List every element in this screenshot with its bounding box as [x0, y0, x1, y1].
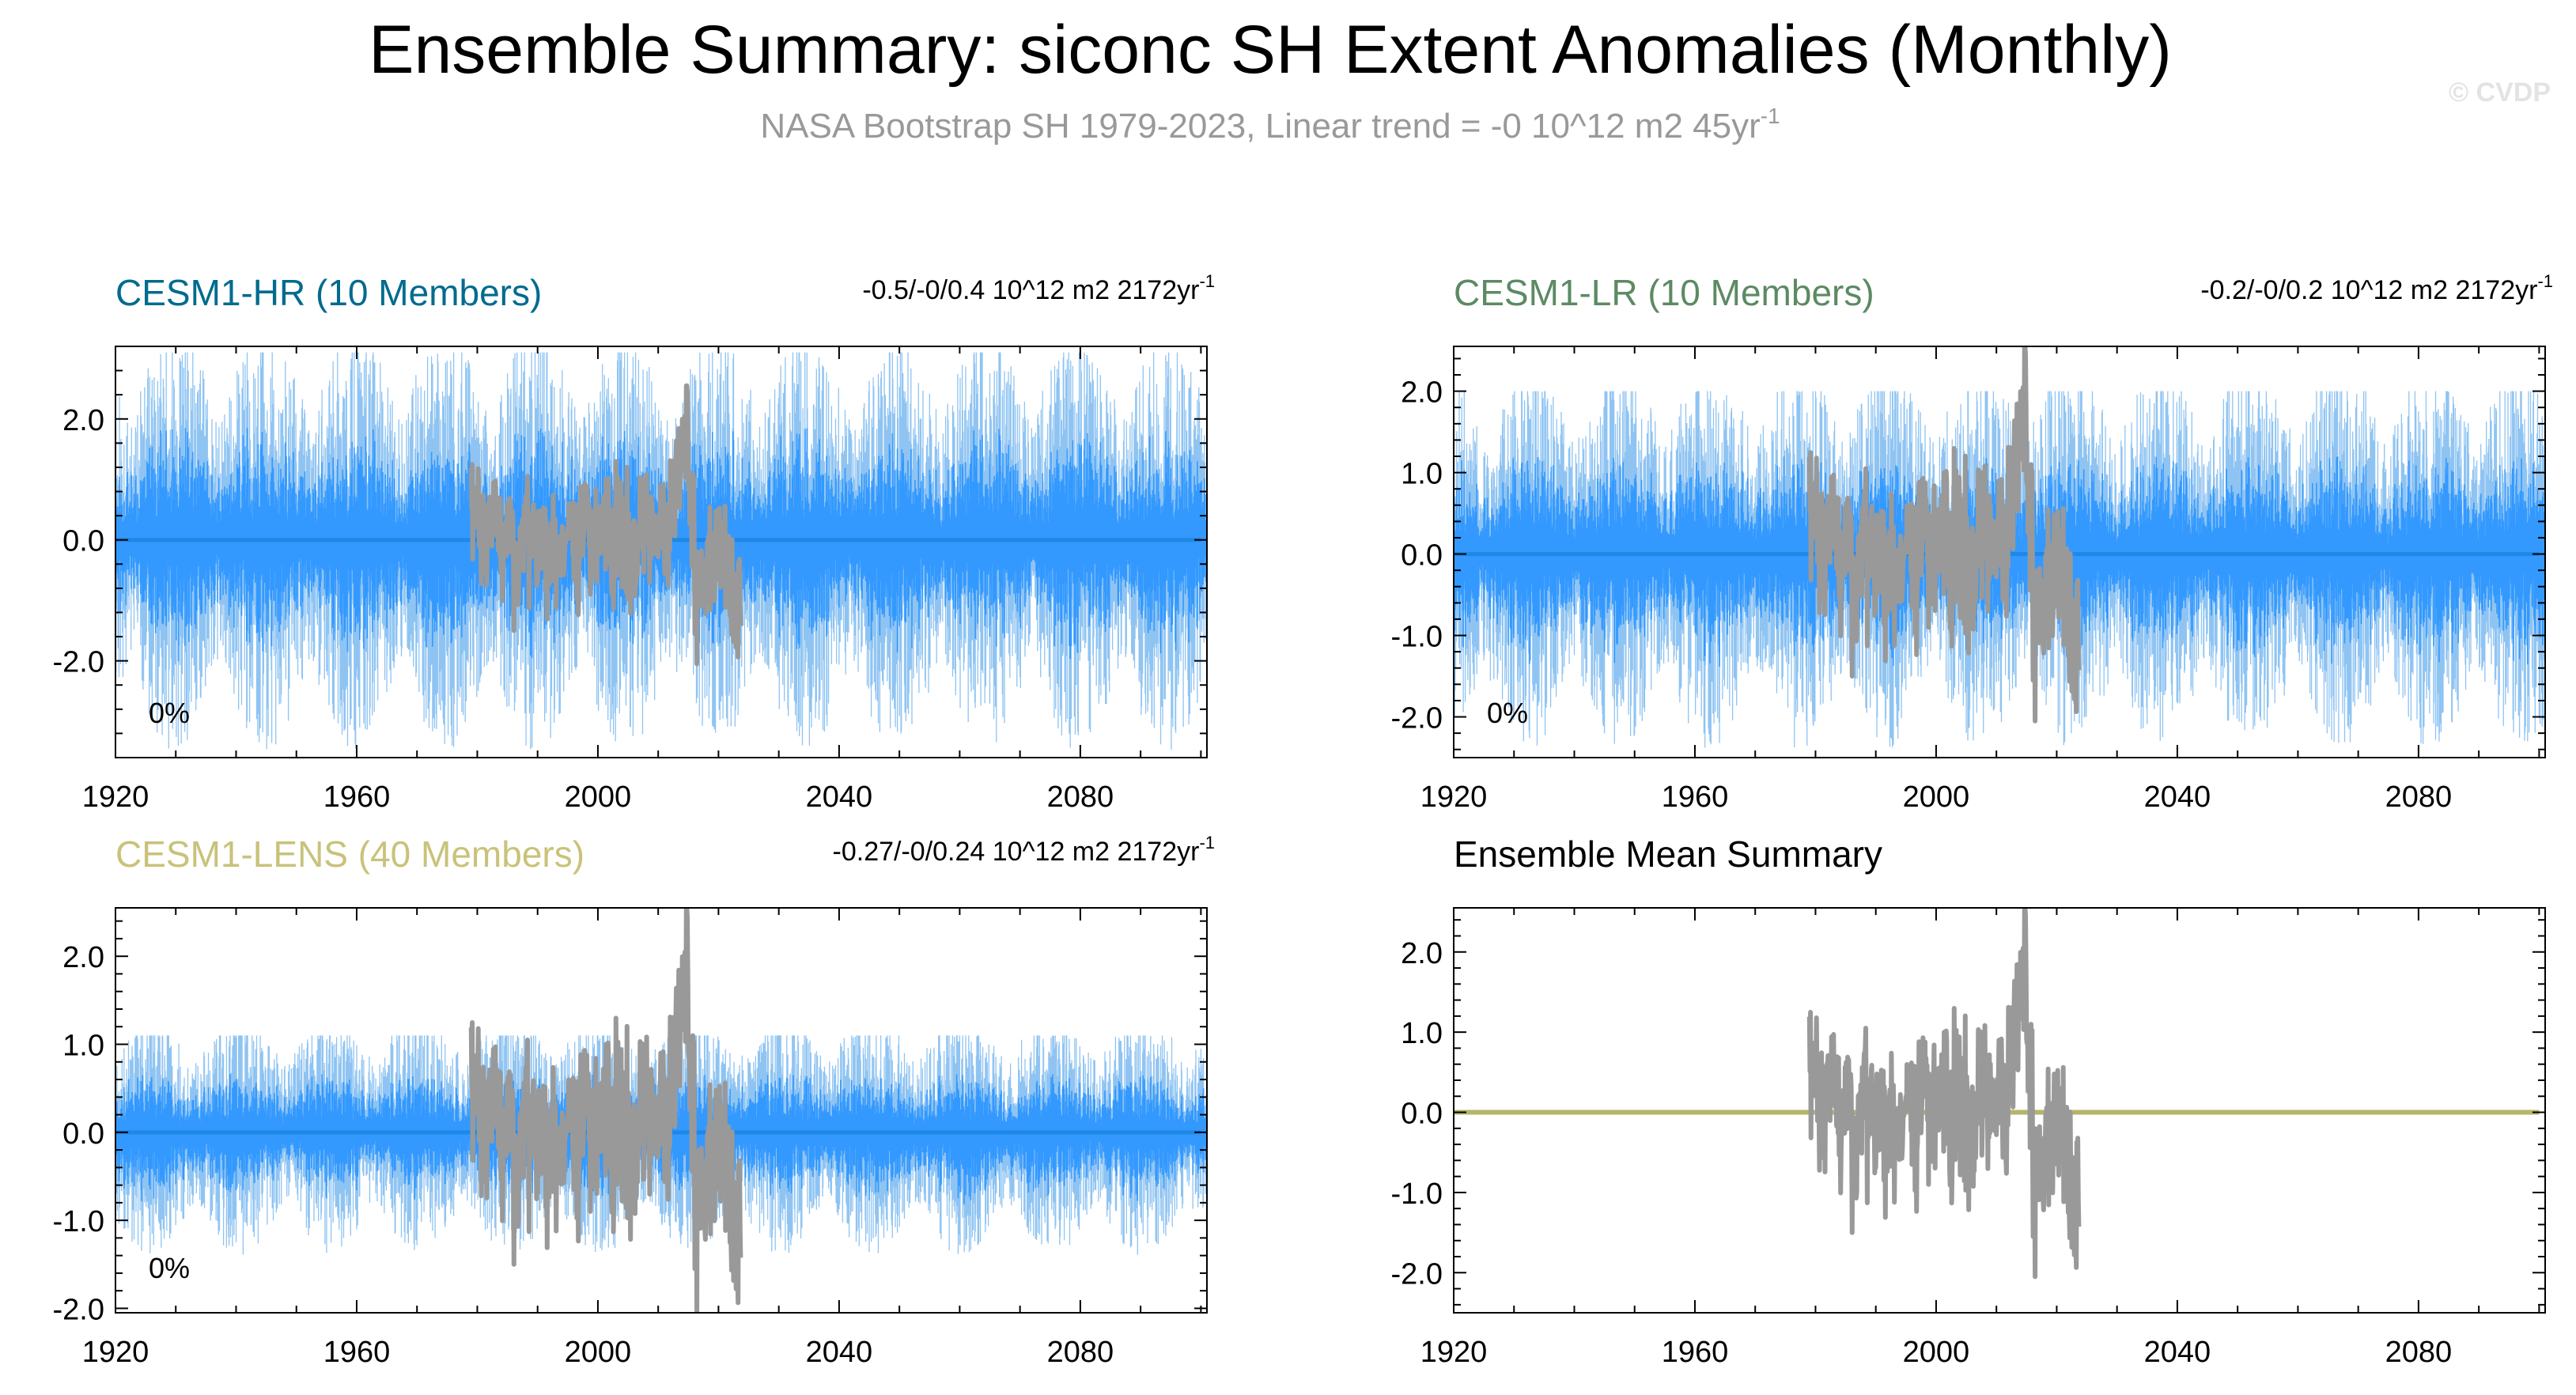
- y-tick-label: -2.0: [1391, 1257, 1443, 1291]
- panel-trend-superscript: -1: [1199, 833, 1215, 852]
- figure-title: Ensemble Summary: siconc SH Extent Anoma…: [369, 12, 2172, 88]
- panel-title: CESM1-HR (10 Members): [115, 272, 542, 313]
- panel-trend: -0.27/-0/0.24 10^12 m2 2172yr-1: [833, 833, 1215, 867]
- panel-cesm1-hr: 1920 1960 2000 2040 2080 -2.0 0.0 2.0 CESM1-HR (…: [53, 271, 1215, 814]
- x-tick-label: 1920: [1420, 1336, 1488, 1369]
- plot-area: [115, 352, 1207, 750]
- x-tick-label: 2000: [565, 1336, 632, 1369]
- panel-title: CESM1-LR (10 Members): [1454, 272, 1874, 313]
- panel-trend: -0.5/-0/0.4 10^12 m2 2172yr-1: [862, 271, 1215, 305]
- y-tick-label: 0.0: [1401, 1098, 1443, 1131]
- x-tick-label: 2080: [2385, 781, 2453, 814]
- x-tick-label: 1960: [1662, 1336, 1729, 1369]
- plot-area: [1454, 346, 2545, 748]
- observation-line: [1806, 908, 2082, 1280]
- figure-subtitle: NASA Bootstrap SH 1979-2023, Linear tren…: [760, 104, 1780, 146]
- x-tick-label: 2000: [565, 781, 632, 814]
- x-tick-label: 2000: [1903, 781, 1970, 814]
- plot-frame: [1453, 907, 2546, 1314]
- panels: 1920 1960 2000 2040 2080 -2.0 0.0 2.0 CESM1-HR (…: [53, 271, 2553, 1369]
- plot-frame: [1453, 346, 2546, 758]
- panel-trend-text: -0.2/-0/0.2 10^12 m2 2172yr: [2200, 275, 2537, 305]
- y-tick-label: -2.0: [53, 646, 104, 679]
- y-tick-label: 1.0: [1401, 458, 1443, 491]
- y-tick-label: 0.0: [1401, 539, 1443, 573]
- panel-trend-text: -0.5/-0/0.4 10^12 m2 2172yr: [862, 275, 1199, 305]
- plot-area: [1454, 908, 2540, 1280]
- figure-subtitle-text: NASA Bootstrap SH 1979-2023, Linear tren…: [760, 107, 1760, 146]
- panel-cesm1-lens: 1920 1960 2000 2040 2080 -2.0 -1.0 0.0 1.0 2.0 CES…: [53, 833, 1215, 1369]
- x-tick-label: 2040: [806, 1336, 873, 1369]
- panel-ensemble-mean-summary: 1920 1960 2000 2040 2080 -2.0 -1.0 0.0 1.0 2.0 Ens…: [1391, 834, 2546, 1369]
- panel-percent-label: 0%: [1487, 697, 1528, 729]
- plot-frame: [115, 346, 1208, 758]
- x-tick-label: 1960: [1662, 781, 1729, 814]
- x-tick-label: 1920: [1420, 781, 1488, 814]
- x-tick-label: 1920: [82, 781, 149, 814]
- x-tick-label: 2040: [2144, 1336, 2211, 1369]
- x-tick-label: 2080: [2385, 1336, 2453, 1369]
- x-tick-label: 1960: [323, 1336, 391, 1369]
- x-tick-label: 2000: [1903, 1336, 1970, 1369]
- x-tick-label: 1960: [323, 781, 391, 814]
- y-tick-label: 0.0: [62, 1117, 104, 1151]
- y-tick-label: 2.0: [1401, 376, 1443, 410]
- panel-title: Ensemble Mean Summary: [1454, 834, 1882, 875]
- y-tick-label: -2.0: [1391, 702, 1443, 735]
- x-tick-label: 2040: [806, 781, 873, 814]
- x-tick-label: 2080: [1047, 781, 1114, 814]
- plot-area: [115, 908, 1207, 1313]
- y-tick-label: 1.0: [1401, 1017, 1443, 1050]
- y-tick-label: -1.0: [1391, 621, 1443, 654]
- y-tick-label: -2.0: [53, 1293, 104, 1326]
- panel-title: CESM1-LENS (40 Members): [115, 834, 584, 875]
- figure-subtitle-superscript: -1: [1761, 104, 1780, 128]
- observation-line: [468, 383, 743, 667]
- y-tick-label: 1.0: [62, 1030, 104, 1063]
- panel-percent-label: 0%: [149, 1252, 190, 1284]
- y-tick-label: 2.0: [62, 941, 104, 974]
- panel-percent-label: 0%: [149, 697, 190, 729]
- y-tick-label: 2.0: [1401, 937, 1443, 970]
- panel-trend-text: -0.27/-0/0.24 10^12 m2 2172yr: [833, 837, 1200, 867]
- x-tick-label: 2080: [1047, 1336, 1114, 1369]
- observation-line: [468, 908, 743, 1313]
- plot-frame: [115, 907, 1208, 1314]
- panel-cesm1-lr: 1920 1960 2000 2040 2080 -2.0 -1.0 0.0 1.0 2.0 CES…: [1391, 271, 2553, 814]
- x-tick-label: 2040: [2144, 781, 2211, 814]
- panel-trend: -0.2/-0/0.2 10^12 m2 2172yr-1: [2200, 271, 2553, 305]
- y-tick-label: 0.0: [62, 525, 104, 558]
- panel-trend-superscript: -1: [1199, 271, 1215, 291]
- x-tick-label: 1920: [82, 1336, 149, 1369]
- y-tick-label: -1.0: [53, 1205, 104, 1238]
- watermark: © CVDP: [2449, 78, 2551, 108]
- y-tick-label: 2.0: [62, 404, 104, 437]
- y-tick-label: -1.0: [1391, 1178, 1443, 1211]
- panel-trend-superscript: -1: [2537, 271, 2553, 291]
- observation-line: [1806, 346, 2082, 724]
